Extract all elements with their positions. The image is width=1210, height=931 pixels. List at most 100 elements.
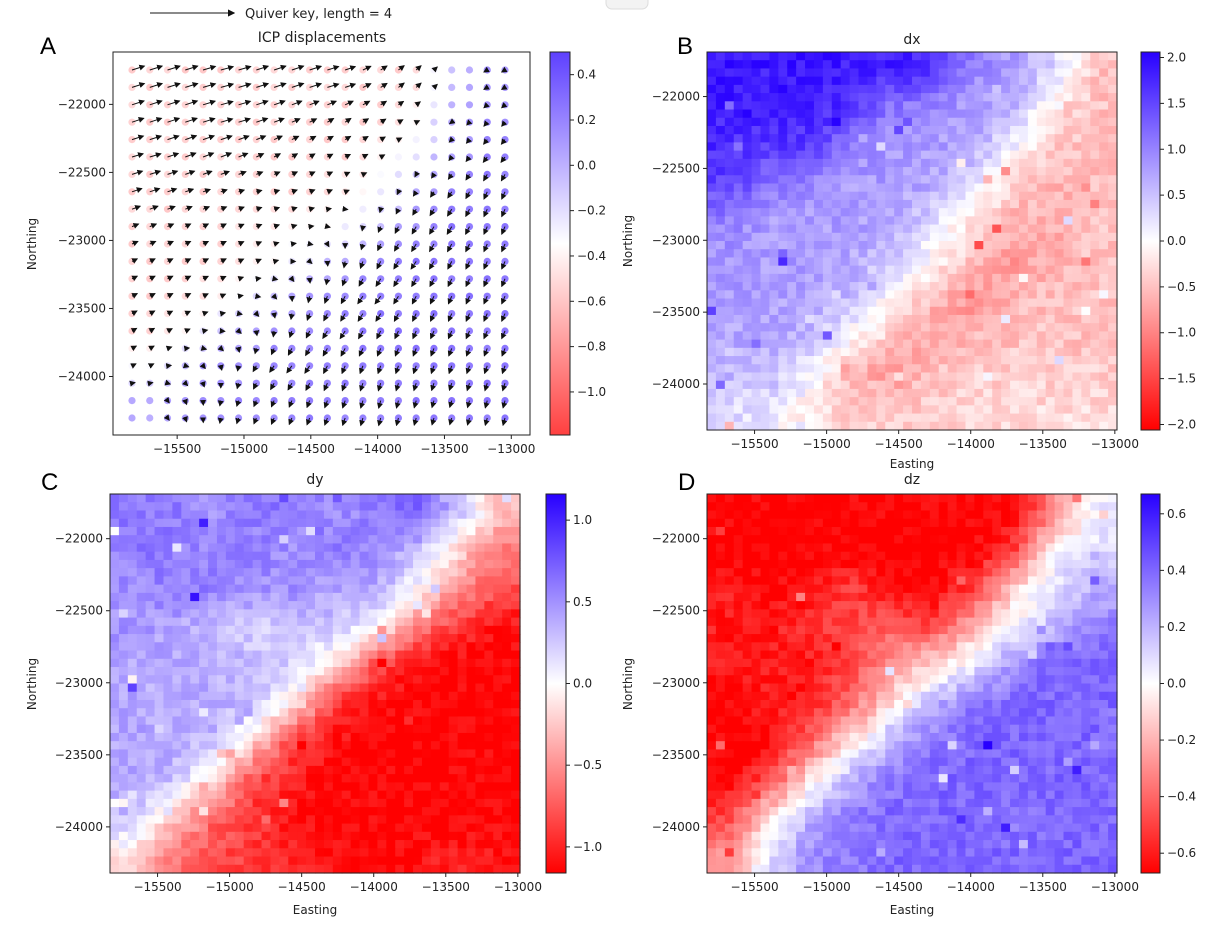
- quiver-point: [181, 223, 189, 231]
- heatmap-cell: [1090, 314, 1100, 324]
- heatmap-cell: [350, 658, 361, 668]
- heatmap-cell: [421, 683, 432, 693]
- heatmap-cell: [813, 380, 824, 390]
- heatmap-cell: [261, 634, 272, 643]
- heatmap-cell: [974, 331, 984, 341]
- heatmap-cell: [876, 323, 886, 332]
- heatmap-cell: [813, 314, 824, 324]
- heatmap-cell: [849, 380, 860, 390]
- heatmap-cell: [1036, 413, 1047, 423]
- heatmap-cell: [172, 667, 182, 676]
- heatmap-cell: [359, 502, 370, 512]
- heatmap-cell: [199, 642, 209, 652]
- colorbar-tick-label: −1.0: [1167, 326, 1196, 340]
- heatmap-cell: [912, 298, 922, 308]
- y-tick-label: −24000: [652, 377, 700, 391]
- heatmap-cell: [796, 372, 806, 382]
- heatmap-cell: [751, 397, 762, 406]
- heatmap-cell: [787, 142, 797, 152]
- heatmap-cell: [1054, 208, 1065, 217]
- heatmap-cell: [715, 142, 726, 152]
- quiver-point: [199, 223, 207, 231]
- heatmap-cell: [243, 807, 254, 816]
- heatmap-cell: [475, 741, 485, 751]
- quiver-arrow: [341, 417, 348, 427]
- heatmap-cell: [947, 125, 958, 135]
- heatmap-cell: [1054, 331, 1065, 341]
- heatmap-cell: [965, 150, 975, 160]
- heatmap-cell: [154, 494, 165, 503]
- heatmap-cell: [323, 559, 334, 569]
- heatmap-cell: [992, 191, 1002, 201]
- heatmap-cell: [377, 667, 387, 676]
- heatmap-cell: [831, 191, 842, 201]
- heatmap-cell: [1045, 298, 1056, 308]
- heatmap-cell: [769, 134, 779, 143]
- heatmap-cell: [849, 134, 860, 143]
- quiver-arrow: [217, 364, 224, 371]
- heatmap-cell: [404, 807, 414, 816]
- heatmap-cell: [849, 76, 860, 86]
- quiver-arrow: [483, 365, 490, 375]
- heatmap-cell: [742, 84, 753, 94]
- heatmap-cell: [912, 397, 922, 406]
- heatmap-cell: [127, 543, 138, 553]
- heatmap-cell: [903, 347, 913, 357]
- heatmap-cell: [1027, 117, 1038, 127]
- heatmap-cell: [199, 592, 209, 602]
- heatmap-cell: [404, 749, 414, 759]
- quiver-arrow: [253, 310, 260, 317]
- heatmap-cell: [1045, 347, 1056, 357]
- heatmap-cell: [145, 625, 156, 635]
- heatmap-cell: [404, 741, 414, 751]
- heatmap-cell: [805, 331, 815, 341]
- heatmap-cell: [332, 592, 343, 602]
- heatmap-cell: [867, 257, 877, 267]
- heatmap-cell: [421, 708, 432, 718]
- heatmap-cell: [1001, 216, 1011, 226]
- heatmap-cell: [831, 249, 842, 259]
- heatmap-cell: [840, 109, 851, 119]
- heatmap-cell: [261, 708, 272, 718]
- heatmap-cell: [332, 559, 343, 569]
- heatmap-cell: [359, 708, 370, 718]
- quiver-arrow: [238, 117, 251, 124]
- heatmap-cell: [493, 765, 503, 775]
- quiver-point: [181, 118, 189, 126]
- quiver-arrow: [465, 365, 472, 375]
- heatmap-cell: [288, 494, 298, 503]
- heatmap-cell: [1090, 356, 1100, 365]
- heatmap-cell: [127, 625, 138, 635]
- heatmap-cell: [208, 683, 218, 693]
- heatmap-cell: [885, 388, 895, 398]
- heatmap-cell: [778, 216, 788, 226]
- heatmap-cell: [742, 323, 753, 332]
- heatmap-cell: [974, 191, 984, 201]
- heatmap-cell: [796, 388, 806, 398]
- heatmap-cell: [457, 658, 468, 668]
- heatmap-cell: [992, 282, 1002, 291]
- heatmap-cell: [742, 298, 753, 308]
- heatmap-cell: [493, 609, 503, 619]
- heatmap-cell: [733, 60, 744, 70]
- heatmap-cell: [885, 158, 895, 168]
- heatmap-cell: [947, 117, 958, 127]
- quiver-arrow: [394, 243, 400, 252]
- heatmap-cell: [323, 576, 334, 586]
- heatmap-cell: [377, 617, 387, 627]
- heatmap-cell: [787, 232, 797, 242]
- heatmap-cell: [315, 551, 325, 561]
- heatmap-cell: [742, 117, 753, 127]
- heatmap-cell: [938, 241, 949, 250]
- heatmap-cell: [475, 790, 485, 800]
- heatmap-cell: [707, 52, 717, 61]
- quiver-arrow: [199, 362, 206, 370]
- heatmap-cell: [831, 175, 842, 185]
- heatmap-cell: [341, 609, 352, 619]
- heatmap-cell: [306, 601, 316, 610]
- heatmap-cell: [350, 708, 361, 718]
- quiver-point: [217, 83, 225, 91]
- heatmap-cell: [315, 765, 325, 775]
- heatmap-cell: [154, 634, 165, 643]
- quiver-arrow: [500, 226, 507, 235]
